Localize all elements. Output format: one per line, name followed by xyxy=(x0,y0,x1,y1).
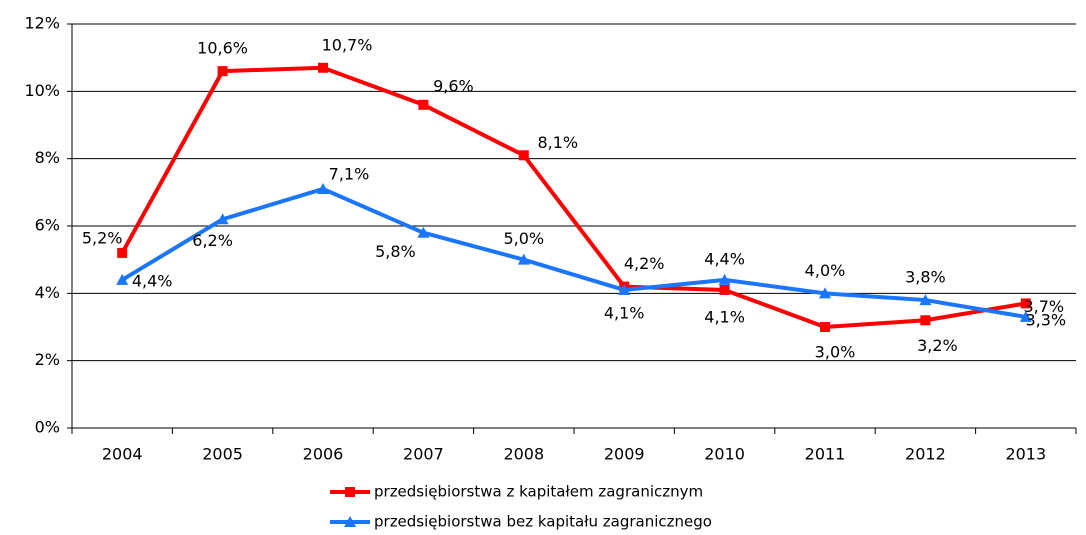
data-label: 5,0% xyxy=(503,229,544,248)
marker xyxy=(117,247,128,258)
legend-label: przedsiębiorstwa z kapitałem zagraniczny… xyxy=(374,483,703,501)
x-tick-label: 2004 xyxy=(102,445,143,464)
x-tick-label: 2013 xyxy=(1005,445,1046,464)
data-label: 4,4% xyxy=(704,249,745,268)
marker xyxy=(417,226,430,238)
data-label: 3,3% xyxy=(1025,310,1066,329)
data-label: 3,7% xyxy=(1023,297,1064,316)
y-tick-label: 6% xyxy=(35,216,60,235)
x-tick-label: 2008 xyxy=(503,445,544,464)
x-tick-label: 2011 xyxy=(805,445,846,464)
data-label: 6,2% xyxy=(192,231,233,250)
marker xyxy=(318,62,328,73)
marker xyxy=(719,284,730,295)
x-tick-label: 2010 xyxy=(704,445,745,464)
data-label: 8,1% xyxy=(537,133,578,152)
series-line xyxy=(121,186,1027,319)
marker xyxy=(116,273,129,285)
legend-marker xyxy=(345,487,355,497)
marker xyxy=(518,150,529,161)
data-label: 10,6% xyxy=(197,39,248,58)
marker xyxy=(618,283,631,295)
y-tick-label: 12% xyxy=(24,14,60,33)
marker xyxy=(718,273,731,285)
x-tick-label: 2006 xyxy=(303,445,344,464)
data-label: 10,7% xyxy=(322,35,373,54)
data-label: 4,0% xyxy=(805,261,846,280)
x-tick-label: 2007 xyxy=(403,445,444,464)
marker xyxy=(317,182,329,194)
data-label: 3,0% xyxy=(815,343,856,362)
data-label: 4,1% xyxy=(604,303,645,322)
x-tick-label: 2012 xyxy=(905,445,946,464)
marker xyxy=(418,99,429,110)
data-label: 4,4% xyxy=(132,271,173,290)
y-tick-label: 2% xyxy=(35,350,60,369)
data-label: 4,1% xyxy=(704,307,745,326)
data-label: 3,2% xyxy=(917,336,958,355)
x-tick-label: 2005 xyxy=(202,445,243,464)
data-label: 7,1% xyxy=(329,164,370,183)
marker xyxy=(820,322,830,332)
marker xyxy=(217,66,228,77)
y-tick-label: 0% xyxy=(35,418,60,437)
marker xyxy=(216,213,229,225)
marker xyxy=(1020,298,1031,309)
data-label: 5,8% xyxy=(375,242,416,261)
y-tick-label: 4% xyxy=(35,283,60,302)
data-label: 5,2% xyxy=(82,228,123,247)
marker xyxy=(819,287,831,299)
data-label: 9,6% xyxy=(433,76,474,95)
data-label: 3,8% xyxy=(905,268,946,287)
marker xyxy=(517,253,530,265)
series-line xyxy=(120,65,1027,329)
y-tick-label: 10% xyxy=(24,81,60,100)
x-tick-label: 2009 xyxy=(604,445,645,464)
data-label: 4,2% xyxy=(624,254,665,273)
legend-marker xyxy=(344,516,356,527)
marker xyxy=(920,315,931,326)
marker xyxy=(1019,310,1032,322)
y-tick-label: 8% xyxy=(35,148,60,167)
legend-label: przedsiębiorstwa bez kapitału zagraniczn… xyxy=(374,513,712,531)
marker xyxy=(919,294,932,306)
